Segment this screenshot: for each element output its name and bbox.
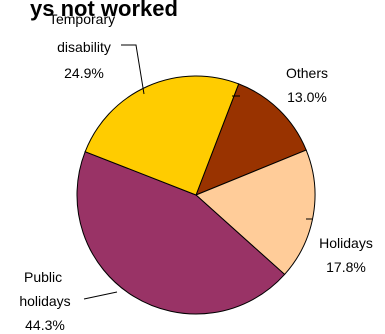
label-temporary-disability: Temporary disability bbox=[49, 11, 119, 55]
pie-slice-temporary-disability bbox=[84, 75, 240, 196]
leader-line-temporary-disability bbox=[121, 44, 145, 95]
label-public-holidays-line2: holidays bbox=[19, 293, 70, 309]
leader-line-public-holidays bbox=[83, 291, 118, 300]
chart-title: ys not worked bbox=[30, 0, 178, 21]
label-temporary-disability-line2: disability bbox=[57, 39, 111, 55]
label-holidays: Holidays bbox=[319, 235, 373, 251]
pie-slices bbox=[76, 75, 316, 315]
label-temporary-disability-line1: Temporary bbox=[49, 11, 115, 27]
label-public-holidays: Public holidays bbox=[19, 269, 70, 309]
label-others: Others bbox=[286, 65, 328, 81]
pie-slice-others bbox=[195, 83, 307, 196]
label-public-holidays-line1: Public bbox=[24, 269, 62, 285]
value-temporary-disability: 24.9% bbox=[64, 65, 104, 81]
pie-slice-holidays bbox=[195, 149, 316, 276]
value-public-holidays: 44.3% bbox=[25, 317, 65, 333]
value-others: 13.0% bbox=[287, 89, 327, 105]
value-holidays: 17.8% bbox=[326, 259, 366, 275]
pie-slice-public-holidays bbox=[76, 151, 286, 315]
